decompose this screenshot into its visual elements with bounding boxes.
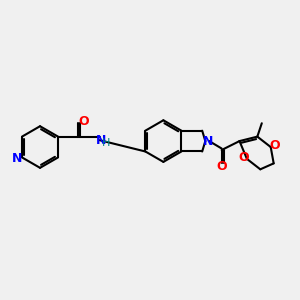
Text: N: N xyxy=(96,134,106,147)
Text: O: O xyxy=(78,115,88,128)
Text: H: H xyxy=(102,138,110,148)
Text: N: N xyxy=(203,135,214,148)
Text: O: O xyxy=(238,151,249,164)
Text: O: O xyxy=(269,139,280,152)
Text: N: N xyxy=(12,152,23,165)
Text: O: O xyxy=(216,160,227,173)
